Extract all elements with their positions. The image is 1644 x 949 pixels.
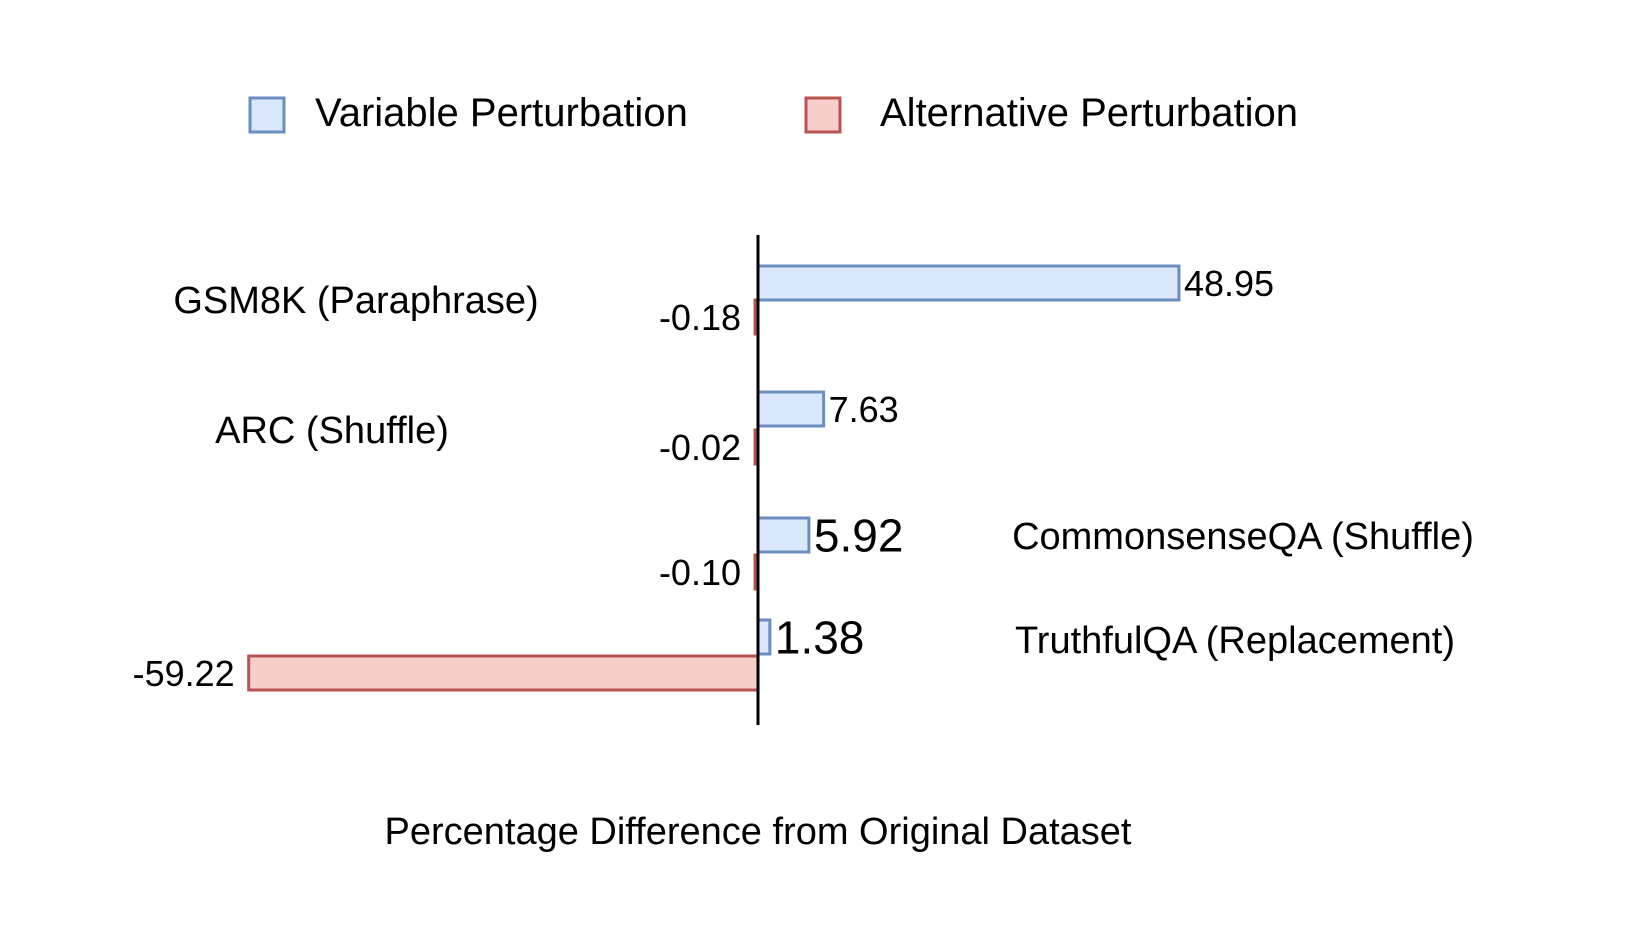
bar-variable-commonsenseqa — [756, 516, 811, 554]
category-labels: GSM8K (Paraphrase) ARC (Shuffle) Commons… — [173, 280, 1474, 662]
value-label-alternative-commonsenseqa: -0.10 — [659, 552, 741, 593]
bars — [247, 264, 1181, 692]
bar-alternative-truthfulqa — [247, 654, 760, 692]
category-label-commonsenseqa: CommonsenseQA (Shuffle) — [1012, 516, 1474, 558]
x-axis-title: Percentage Difference from Original Data… — [385, 811, 1132, 853]
legend-swatch-variable — [248, 96, 286, 134]
value-label-variable-arc: 7.63 — [829, 389, 899, 430]
value-label-alternative-truthfulqa: -59.22 — [133, 653, 235, 694]
category-label-truthfulqa: TruthfulQA (Replacement) — [1015, 620, 1455, 662]
legend-swatch-alternative — [804, 96, 842, 134]
category-label-gsm8k: GSM8K (Paraphrase) — [173, 280, 538, 322]
bar-variable-truthfulqa — [756, 618, 772, 656]
value-label-variable-truthfulqa: 1.38 — [775, 612, 865, 664]
value-label-alternative-arc: -0.02 — [659, 427, 741, 468]
value-label-variable-gsm8k: 48.95 — [1184, 263, 1274, 304]
bar-variable-arc — [756, 390, 826, 428]
legend-label-variable: Variable Perturbation — [315, 91, 688, 135]
bar-variable-gsm8k — [756, 264, 1181, 302]
category-label-arc: ARC (Shuffle) — [215, 410, 449, 452]
value-label-variable-commonsenseqa: 5.92 — [814, 510, 904, 562]
legend-label-alternative: Alternative Perturbation — [880, 91, 1298, 135]
value-labels: 48.95 7.63 5.92 1.38 -0.18 -0.02 -0.10 -59.22 — [133, 263, 1274, 694]
legend: Variable Perturbation Alternative Pertur… — [248, 91, 1298, 135]
value-label-alternative-gsm8k: -0.18 — [659, 297, 741, 338]
